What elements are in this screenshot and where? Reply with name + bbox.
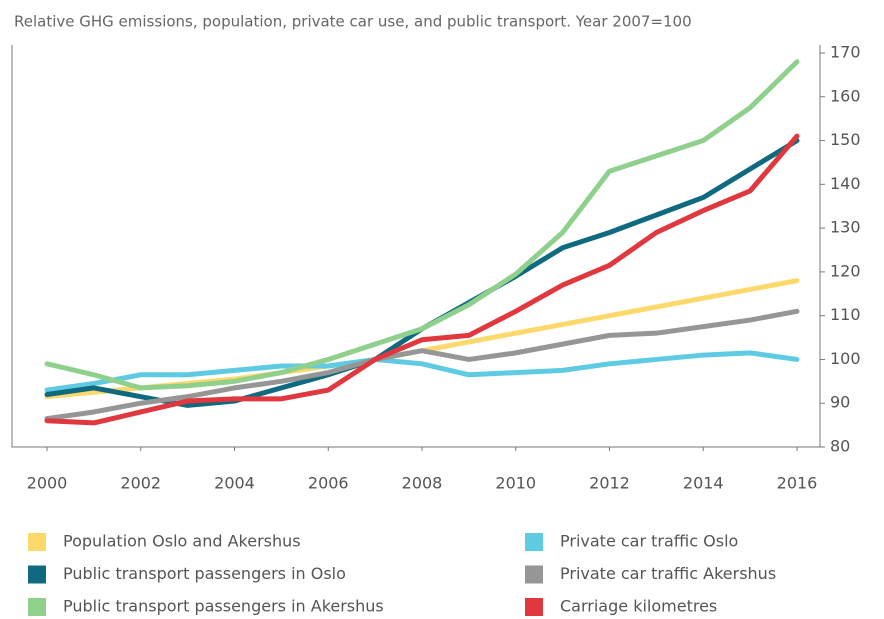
legend-swatch [28, 533, 46, 551]
x-tick-label: 2006 [308, 474, 349, 493]
chart-title: Relative GHG emissions, population, priv… [14, 13, 692, 31]
legend-swatch [525, 565, 543, 584]
legend-swatch [525, 533, 543, 551]
legend-label: Population Oslo and Akershus [63, 532, 301, 551]
legend-label: Carriage kilometres [560, 597, 717, 616]
legend-swatch [28, 598, 46, 616]
series-line [44, 133, 800, 426]
x-tick-label: 2000 [27, 474, 68, 493]
x-tick-label: 2016 [777, 474, 818, 493]
y-tick-label: 160 [830, 86, 861, 105]
legend-swatch [525, 598, 543, 616]
x-tick-label: 2014 [683, 474, 724, 493]
legend-label: Public transport passengers in Akershus [63, 597, 384, 616]
x-tick-label: 2012 [589, 474, 630, 493]
series-line [44, 59, 800, 391]
y-tick-label: 100 [830, 349, 861, 368]
y-tick-label: 140 [830, 174, 861, 193]
y-tick-label: 130 [830, 218, 861, 237]
series-line [44, 350, 800, 393]
x-tick-label: 2008 [402, 474, 443, 493]
legend-label: Private car traffic Oslo [560, 532, 738, 551]
series-line [44, 308, 800, 422]
y-tick-label: 150 [830, 130, 861, 149]
x-tick-label: 2010 [495, 474, 536, 493]
x-tick-label: 2002 [120, 474, 161, 493]
legend-label: Public transport passengers in Oslo [63, 564, 346, 583]
y-tick-label: 170 [830, 43, 861, 62]
x-tick-label: 2004 [214, 474, 255, 493]
y-tick-label: 80 [830, 437, 850, 456]
y-tick-label: 90 [830, 393, 850, 412]
y-tick-label: 120 [830, 261, 861, 280]
plot-frame [11, 45, 821, 448]
legend-label: Private car traffic Akershus [560, 564, 776, 583]
y-tick-label: 110 [830, 305, 861, 324]
legend-swatch [28, 565, 46, 584]
